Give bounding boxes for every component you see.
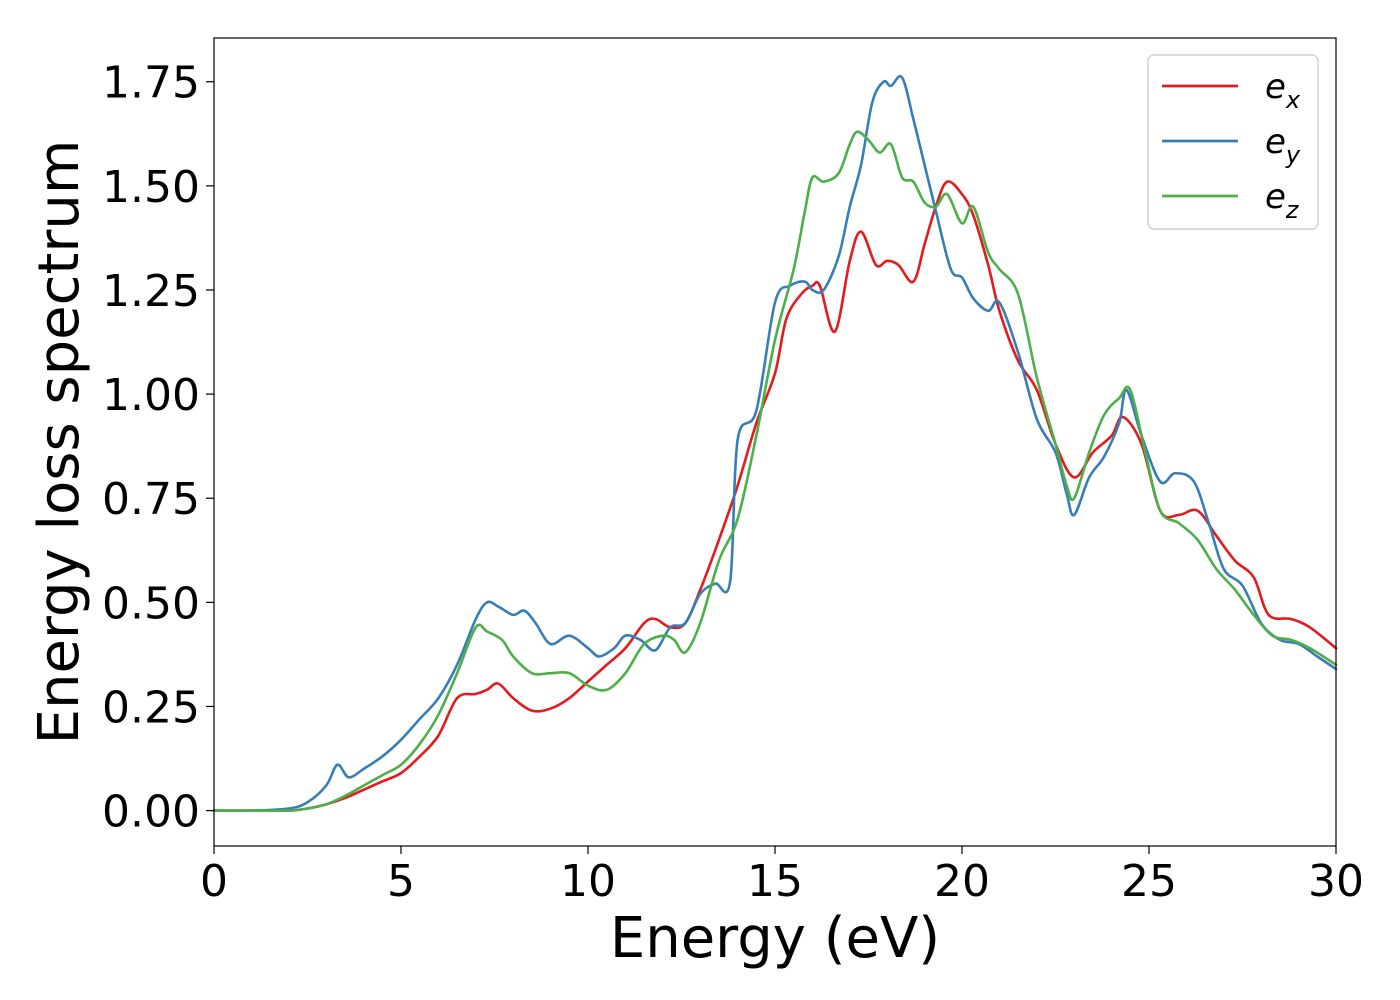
x-tick-label: 20 — [934, 856, 990, 907]
y-tick-label: 1.00 — [102, 370, 200, 421]
x-axis-ticks: 0 5 10 15 20 25 30 — [200, 846, 1364, 907]
y-tick-label: 1.75 — [102, 58, 200, 109]
y-tick-label: 1.50 — [102, 162, 200, 213]
y-tick-label: 0.75 — [102, 474, 200, 525]
x-tick-label: 30 — [1308, 856, 1364, 907]
y-tick-label: 0.00 — [102, 787, 200, 838]
x-tick-label: 5 — [387, 856, 415, 907]
series-line-e-y — [212, 75, 1338, 813]
x-tick-label: 0 — [200, 856, 228, 907]
x-tick-label: 15 — [747, 856, 803, 907]
y-axis-title: Energy loss spectrum — [27, 140, 92, 745]
x-tick-label: 25 — [1121, 856, 1177, 907]
x-axis-title: Energy (eV) — [610, 906, 940, 971]
y-axis-ticks: 0.00 0.25 0.50 0.75 1.00 1.25 1.50 1.75 — [102, 58, 214, 838]
series-line-e-x — [212, 180, 1338, 813]
y-tick-label: 0.25 — [102, 682, 200, 733]
y-tick-label: 1.25 — [102, 266, 200, 317]
y-tick-label: 0.50 — [102, 578, 200, 629]
series-line-e-z — [212, 130, 1338, 813]
x-tick-label: 10 — [560, 856, 616, 907]
series-lines — [212, 75, 1338, 813]
